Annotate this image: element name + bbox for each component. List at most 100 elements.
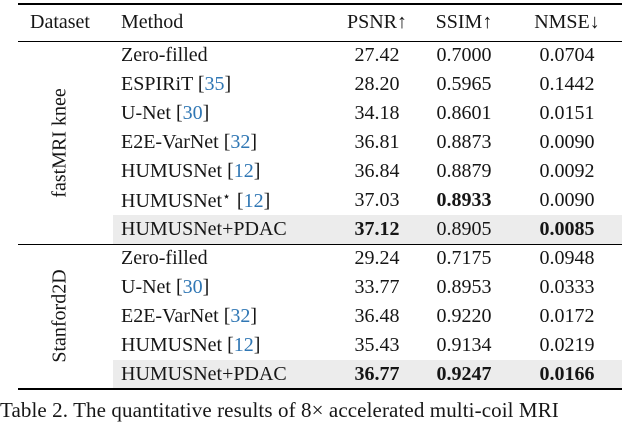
method-name: E2E-VarNet bbox=[121, 305, 219, 327]
table-row: HUMUSNet [12] 36.84 0.8879 0.0092 bbox=[18, 157, 622, 186]
citation-bracket-open: [ bbox=[197, 73, 205, 95]
nmse-value: 0.0704 bbox=[539, 44, 595, 67]
citation-bracket-open: [ bbox=[223, 305, 231, 327]
citation-ref[interactable]: [12] bbox=[227, 334, 260, 356]
ssim-value: 0.8905 bbox=[416, 215, 512, 244]
method-name: HUMUSNet bbox=[121, 160, 223, 182]
method-name: HUMUSNet+PDAC bbox=[121, 217, 287, 240]
method-cell: HUMUSNet+PDAC bbox=[113, 215, 338, 244]
method-cell: U-Net [30] bbox=[113, 273, 338, 302]
psnr-value: 27.42 bbox=[354, 44, 400, 67]
nmse-value: 0.0166 bbox=[512, 360, 622, 389]
table-row: fastMRI knee Zero-filled 27.42 0.7000 0.… bbox=[18, 41, 622, 197]
psnr-value: 34.18 bbox=[354, 102, 400, 124]
column-header-dataset: Dataset bbox=[18, 4, 113, 42]
citation-bracket-open: [ bbox=[227, 160, 234, 182]
citation-ref[interactable]: [12] bbox=[227, 160, 260, 182]
citation-number: 12 bbox=[233, 160, 254, 182]
method-name: U-Net bbox=[121, 102, 171, 124]
citation-bracket-close: ] bbox=[224, 73, 232, 95]
method-cell: U-Net [30] bbox=[113, 99, 338, 128]
ssim-value: 0.9247 bbox=[416, 360, 512, 389]
column-header-psnr: PSNR↑ bbox=[338, 4, 416, 42]
group-stanford2d: Stanford2D Zero-filled 29.24 0.7175 0.09… bbox=[18, 244, 622, 389]
ssim-value: 0.8601 bbox=[436, 102, 492, 124]
method-cell: HUMUSNet⋆ [12] bbox=[113, 186, 338, 215]
nmse-value: 0.0948 bbox=[539, 247, 595, 270]
column-header-ssim: SSIM↑ bbox=[416, 4, 512, 42]
ssim-value: 0.5965 bbox=[436, 73, 492, 95]
table-row-highlighted: HUMUSNet+PDAC 36.77 0.9247 0.0166 bbox=[18, 360, 622, 389]
ssim-value: 0.8879 bbox=[436, 160, 492, 182]
method-cell: HUMUSNet [12] bbox=[113, 157, 338, 186]
method-name: ESPIRiT bbox=[121, 73, 193, 95]
citation-number: 30 bbox=[182, 102, 203, 124]
table-row: U-Net [30] 33.77 0.8953 0.0333 bbox=[18, 273, 622, 302]
citation-ref[interactable]: [32] bbox=[224, 305, 257, 327]
nmse-value: 0.0092 bbox=[539, 160, 595, 182]
nmse-value: 0.0090 bbox=[539, 189, 595, 211]
column-header-method: Method bbox=[113, 4, 338, 42]
citation-bracket-open: [ bbox=[223, 131, 231, 153]
method-name: E2E-VarNet bbox=[121, 131, 219, 153]
citation-number: 12 bbox=[233, 334, 254, 356]
table-row: E2E-VarNet [32] 36.81 0.8873 0.0090 bbox=[18, 128, 622, 157]
citation-bracket-close: ] bbox=[263, 189, 271, 212]
ssim-value: 0.7000 bbox=[436, 44, 492, 67]
results-table: Dataset Method PSNR↑ SSIM↑ NMSE↓ fastMRI… bbox=[18, 3, 622, 390]
method-cell: E2E-VarNet [32] bbox=[113, 128, 338, 157]
citation-number: 30 bbox=[182, 276, 203, 298]
citation-bracket-close: ] bbox=[202, 102, 210, 124]
nmse-value: 0.0151 bbox=[539, 102, 595, 124]
nmse-value: 0.0090 bbox=[539, 131, 595, 153]
method-name: HUMUSNet bbox=[121, 334, 223, 356]
dataset-label: fastMRI knee bbox=[48, 87, 71, 198]
citation-bracket-close: ] bbox=[250, 131, 258, 153]
method-cell: Zero-filled bbox=[113, 41, 338, 70]
citation-ref[interactable]: [30] bbox=[176, 276, 209, 298]
citation-number: 32 bbox=[230, 131, 251, 153]
table-row-highlighted: HUMUSNet+PDAC 37.12 0.8905 0.0085 bbox=[18, 215, 622, 244]
method-cell: E2E-VarNet [32] bbox=[113, 302, 338, 331]
nmse-value: 0.0219 bbox=[539, 334, 595, 356]
citation-bracket-close: ] bbox=[253, 334, 261, 356]
table-row: ESPIRiT [35] 28.20 0.5965 0.1442 bbox=[18, 70, 622, 99]
ssim-value: 0.9134 bbox=[436, 334, 492, 356]
psnr-value: 36.48 bbox=[354, 305, 400, 327]
dataset-label-cell: fastMRI knee bbox=[18, 41, 113, 244]
psnr-value: 33.77 bbox=[354, 276, 400, 298]
citation-ref[interactable]: [12] bbox=[237, 190, 270, 212]
citation-number: 35 bbox=[204, 73, 225, 95]
citation-bracket-open: [ bbox=[227, 334, 234, 356]
table-row: HUMUSNet [12] 35.43 0.9134 0.0219 bbox=[18, 331, 622, 360]
citation-ref[interactable]: [30] bbox=[176, 102, 209, 124]
method-name: HUMUSNet bbox=[121, 189, 223, 212]
citation-ref[interactable]: [35] bbox=[198, 73, 231, 95]
nmse-value: 0.1442 bbox=[539, 73, 595, 95]
ssim-value: 0.8953 bbox=[436, 276, 492, 298]
citation-number: 12 bbox=[243, 189, 264, 212]
psnr-value: 35.43 bbox=[354, 334, 400, 356]
method-name: Zero-filled bbox=[121, 247, 208, 270]
psnr-value: 36.77 bbox=[338, 360, 416, 389]
star-superscript: ⋆ bbox=[222, 189, 232, 205]
citation-ref[interactable]: [32] bbox=[224, 131, 257, 153]
psnr-value: 28.20 bbox=[354, 73, 400, 95]
method-cell: Zero-filled bbox=[113, 244, 338, 273]
psnr-value: 37.03 bbox=[354, 189, 400, 211]
method-cell: ESPIRiT [35] bbox=[113, 70, 338, 99]
method-cell: HUMUSNet [12] bbox=[113, 331, 338, 360]
table-row: Stanford2D Zero-filled 29.24 0.7175 0.09… bbox=[18, 244, 622, 363]
ssim-value: 0.8933 bbox=[436, 189, 492, 211]
ssim-value: 0.7175 bbox=[436, 247, 492, 270]
group-fastmri-knee: fastMRI knee Zero-filled 27.42 0.7000 0.… bbox=[18, 41, 622, 244]
psnr-value: 37.12 bbox=[338, 215, 416, 244]
citation-bracket-close: ] bbox=[250, 305, 258, 327]
table-caption: Table 2. The quantitative results of 8× … bbox=[0, 398, 559, 422]
dataset-label: Stanford2D bbox=[48, 269, 71, 363]
table-row: HUMUSNet⋆ [12] 37.03 0.8933 0.0090 bbox=[18, 186, 622, 215]
nmse-value: 0.0333 bbox=[539, 276, 595, 298]
psnr-value: 36.84 bbox=[354, 160, 400, 182]
method-cell: HUMUSNet+PDAC bbox=[113, 360, 338, 389]
